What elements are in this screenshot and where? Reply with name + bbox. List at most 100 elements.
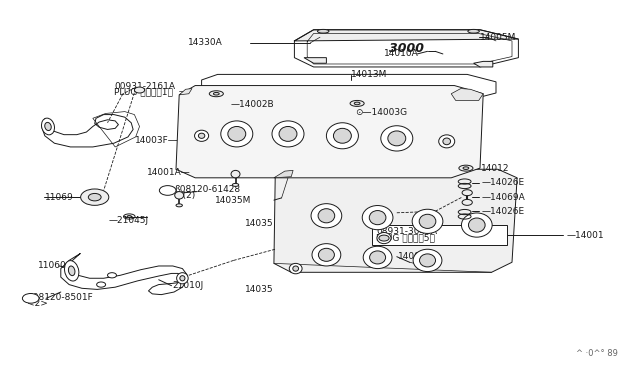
Ellipse shape <box>289 263 302 274</box>
Ellipse shape <box>221 121 253 147</box>
Ellipse shape <box>369 211 386 225</box>
Ellipse shape <box>214 92 219 95</box>
Text: —14002B: —14002B <box>230 100 274 109</box>
Text: —14026E: —14026E <box>481 178 524 187</box>
Text: 14001A—: 14001A— <box>147 169 191 177</box>
Text: 14003E: 14003E <box>398 252 433 261</box>
Ellipse shape <box>468 218 485 232</box>
Polygon shape <box>179 89 192 95</box>
Text: 14035: 14035 <box>244 219 273 228</box>
Ellipse shape <box>388 131 406 146</box>
Ellipse shape <box>311 204 342 228</box>
Ellipse shape <box>272 121 304 147</box>
Text: ß08120-8501F: ß08120-8501F <box>27 293 93 302</box>
Ellipse shape <box>279 126 297 141</box>
Text: 14330A: 14330A <box>188 38 223 47</box>
Text: 11069—: 11069— <box>45 193 83 202</box>
Ellipse shape <box>468 29 479 33</box>
Ellipse shape <box>364 246 392 269</box>
Circle shape <box>159 186 176 195</box>
Text: 14013M: 14013M <box>351 70 387 79</box>
Ellipse shape <box>180 276 185 281</box>
Text: 08931-3041A: 08931-3041A <box>376 227 437 236</box>
Ellipse shape <box>228 126 246 141</box>
Polygon shape <box>451 89 483 100</box>
Text: 00931-2161A: 00931-2161A <box>114 82 175 91</box>
Circle shape <box>134 87 145 93</box>
Text: —21045J: —21045J <box>109 216 149 225</box>
Text: 21010J: 21010J <box>173 281 204 290</box>
Ellipse shape <box>319 248 334 262</box>
Text: 14035M: 14035M <box>214 196 251 205</box>
Ellipse shape <box>333 128 351 143</box>
Ellipse shape <box>318 209 335 223</box>
Ellipse shape <box>377 232 391 244</box>
Ellipse shape <box>231 170 240 178</box>
Ellipse shape <box>413 249 442 272</box>
Text: 14005M: 14005M <box>480 33 516 42</box>
Circle shape <box>462 199 472 205</box>
Circle shape <box>88 193 101 201</box>
Ellipse shape <box>293 266 298 271</box>
Text: B: B <box>28 294 33 303</box>
Ellipse shape <box>175 192 184 199</box>
Bar <box>372 225 507 245</box>
Circle shape <box>462 190 472 196</box>
Ellipse shape <box>443 138 451 145</box>
Text: —14001: —14001 <box>566 231 604 240</box>
Ellipse shape <box>177 273 188 284</box>
Ellipse shape <box>65 261 79 281</box>
Polygon shape <box>274 170 293 178</box>
Ellipse shape <box>461 213 492 237</box>
Circle shape <box>22 294 39 303</box>
Text: —14026E: —14026E <box>481 207 524 216</box>
Polygon shape <box>304 58 326 63</box>
Ellipse shape <box>412 209 443 234</box>
Ellipse shape <box>326 123 358 149</box>
Ellipse shape <box>459 165 473 171</box>
Polygon shape <box>294 30 518 41</box>
Ellipse shape <box>419 214 436 228</box>
Ellipse shape <box>195 130 209 141</box>
Ellipse shape <box>420 254 436 267</box>
Polygon shape <box>176 86 483 178</box>
Text: PLUG プラグ（1）: PLUG プラグ（1） <box>114 88 173 97</box>
Polygon shape <box>274 169 517 272</box>
Text: B: B <box>165 186 170 195</box>
Ellipse shape <box>350 100 364 106</box>
Text: 14035: 14035 <box>244 285 273 294</box>
Text: —14069A: —14069A <box>481 193 525 202</box>
Text: (2): (2) <box>174 191 195 200</box>
Text: 11060—: 11060— <box>38 262 76 270</box>
Ellipse shape <box>42 118 54 135</box>
Ellipse shape <box>209 91 223 97</box>
Circle shape <box>97 282 106 287</box>
Ellipse shape <box>362 205 393 230</box>
Ellipse shape <box>463 167 468 169</box>
Text: 3000: 3000 <box>389 42 424 55</box>
Ellipse shape <box>355 102 360 105</box>
Circle shape <box>379 235 389 241</box>
Text: <2>: <2> <box>27 299 48 308</box>
Text: 14003F—: 14003F— <box>135 136 178 145</box>
Polygon shape <box>474 61 493 67</box>
Ellipse shape <box>381 126 413 151</box>
Text: ^ ·0^° 89: ^ ·0^° 89 <box>576 349 618 358</box>
Polygon shape <box>202 74 496 100</box>
Circle shape <box>108 273 116 278</box>
Ellipse shape <box>439 135 455 148</box>
Text: ⊙—14003G: ⊙—14003G <box>355 108 407 117</box>
Ellipse shape <box>68 266 75 276</box>
Ellipse shape <box>45 122 51 131</box>
Ellipse shape <box>127 216 132 217</box>
Ellipse shape <box>317 29 329 33</box>
Ellipse shape <box>232 183 239 186</box>
Text: 14012: 14012 <box>481 164 510 173</box>
Text: ß08120-61428: ß08120-61428 <box>174 185 240 194</box>
Text: 14010A: 14010A <box>385 49 419 58</box>
Polygon shape <box>93 112 140 147</box>
Ellipse shape <box>312 244 340 266</box>
Ellipse shape <box>370 251 385 264</box>
Ellipse shape <box>176 204 182 207</box>
Ellipse shape <box>198 133 205 138</box>
